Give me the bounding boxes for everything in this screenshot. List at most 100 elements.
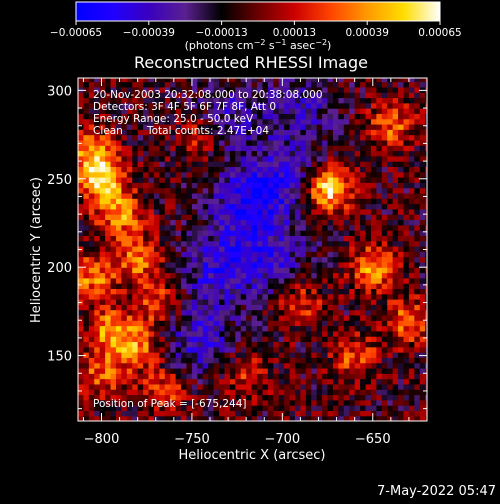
heatmap-cell [403, 352, 410, 358]
heatmap-cell [294, 336, 302, 343]
heatmap-cell [126, 134, 133, 141]
heatmap-cell [137, 203, 144, 210]
heatmap-cell [365, 283, 372, 289]
heatmap-cell [170, 288, 177, 295]
heatmap-cell [170, 192, 177, 199]
heatmap-cell [148, 357, 155, 364]
heatmap-cell [170, 81, 177, 88]
heatmap-cell [153, 320, 160, 327]
heatmap-cell [289, 299, 296, 305]
heatmap-cell [327, 134, 334, 141]
heatmap-cell [175, 145, 182, 152]
heatmap-cell [343, 108, 350, 114]
heatmap-cell [332, 203, 339, 210]
heatmap-cell [153, 150, 160, 157]
heatmap-cell [311, 352, 318, 358]
heatmap-cell [213, 293, 220, 300]
heatmap-cell [278, 235, 285, 242]
heatmap-cell [148, 219, 155, 226]
heatmap-cell [94, 171, 101, 178]
heatmap-cell [224, 336, 231, 343]
heatmap-cell [235, 288, 242, 295]
heatmap-cell [414, 155, 421, 162]
heatmap-cell [208, 97, 215, 104]
heatmap-cell [126, 405, 133, 411]
heatmap-cell [115, 389, 122, 396]
heatmap-cell [419, 177, 426, 183]
heatmap-cell [143, 373, 150, 380]
heatmap-cell [240, 230, 247, 236]
heatmap-cell [305, 277, 312, 284]
heatmap-cell [148, 161, 155, 168]
heatmap-cell [327, 256, 334, 263]
heatmap-cell [300, 320, 307, 327]
heatmap-cell [370, 150, 377, 157]
heatmap-cell [289, 86, 296, 93]
heatmap-cell [235, 192, 242, 199]
heatmap-cell [148, 309, 155, 316]
heatmap-cell [99, 314, 106, 321]
heatmap-cell [175, 314, 182, 321]
heatmap-cell [121, 139, 128, 146]
heatmap-cell [387, 219, 394, 226]
heatmap-cell [219, 155, 226, 162]
heatmap-cell [387, 299, 394, 305]
heatmap-cell [419, 118, 426, 125]
heatmap-cell [294, 235, 302, 242]
heatmap-cell [403, 261, 410, 268]
heatmap-cell [208, 123, 215, 130]
heatmap-cell [376, 235, 383, 242]
heatmap-cell [251, 272, 258, 279]
heatmap-cell [78, 97, 85, 104]
heatmap-cell [115, 256, 122, 263]
heatmap-cell [294, 198, 302, 205]
heatmap-cell [316, 373, 323, 380]
heatmap-cell [148, 373, 155, 380]
heatmap-cell [235, 352, 242, 358]
heatmap-cell [224, 177, 231, 183]
heatmap-cell [332, 86, 339, 93]
heatmap-cell [262, 245, 269, 252]
heatmap-cell [235, 410, 242, 417]
heatmap-cell [186, 256, 193, 263]
heatmap-cell [202, 214, 209, 221]
heatmap-cell [257, 102, 264, 109]
heatmap-cell [219, 102, 226, 109]
heatmap-cell [354, 118, 361, 125]
heatmap-cell [419, 357, 426, 364]
heatmap-cell [191, 171, 198, 178]
heatmap-cell [170, 320, 177, 327]
heatmap-cell [94, 214, 101, 221]
heatmap-cell [343, 341, 350, 348]
heatmap-cell [376, 139, 383, 146]
heatmap-cell [408, 182, 415, 189]
heatmap-cell [311, 251, 318, 258]
heatmap-cell [159, 415, 166, 421]
heatmap-cell [273, 415, 280, 421]
heatmap-cell [360, 118, 367, 125]
heatmap-cell [403, 288, 410, 295]
heatmap-cell [115, 219, 122, 226]
heatmap-cell [110, 283, 117, 289]
heatmap-cell [121, 325, 128, 332]
heatmap-cell [284, 288, 291, 295]
heatmap-cell [229, 330, 236, 337]
heatmap-cell [251, 224, 258, 231]
heatmap-cell [186, 410, 193, 417]
heatmap-cell [257, 150, 264, 157]
heatmap-cell [137, 102, 144, 109]
heatmap-cell [224, 410, 231, 417]
heatmap-cell [240, 219, 247, 226]
heatmap-cell [246, 346, 253, 353]
heatmap-cell [332, 134, 339, 141]
heatmap-cell [224, 139, 231, 146]
heatmap-cell [419, 81, 426, 88]
heatmap-cell [240, 113, 247, 120]
heatmap-cell [311, 118, 318, 125]
heatmap-cell [360, 267, 367, 274]
heatmap-cell [186, 415, 193, 421]
heatmap-cell [273, 177, 280, 183]
heatmap-cell [343, 161, 350, 168]
heatmap-cell [327, 230, 334, 236]
heatmap-cell [289, 314, 296, 321]
